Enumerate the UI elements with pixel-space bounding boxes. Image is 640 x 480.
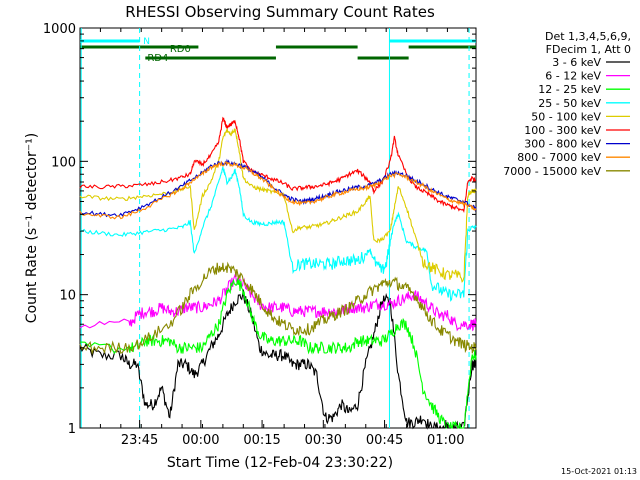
series-lines <box>79 116 477 430</box>
plot-frame <box>79 27 477 429</box>
series-line-8 <box>79 160 477 220</box>
chart-title: RHESSI Observing Summary Count Rates <box>125 3 435 21</box>
n-bar-label: N <box>143 37 150 47</box>
rd4-bar-label: RD4 <box>147 53 168 64</box>
y-axis-ticks: 1 10 100 1000 <box>43 22 476 437</box>
y-axis-label: Count Rate (s⁻¹ detector⁻¹) <box>24 133 40 323</box>
x-axis-ticks: 23:45 00:00 00:15 00:30 00:45 01:00 <box>79 28 469 448</box>
y-tick-label: 1 <box>68 422 76 437</box>
legend-label-8: 800 - 7000 keV <box>517 151 601 164</box>
rd0-bar-label: RD0 <box>170 44 191 55</box>
x-tick-label: 01:00 <box>427 433 464 448</box>
x-tick-label: 00:30 <box>305 433 342 448</box>
series-line-1 <box>79 289 477 430</box>
series-line-9 <box>79 261 477 356</box>
y-tick-label: 100 <box>51 155 76 170</box>
y-tick-label: 1000 <box>43 22 76 37</box>
series-line-4 <box>79 165 477 302</box>
legend-label-6: 100 - 300 keV <box>524 124 601 137</box>
series-line-5 <box>79 127 477 283</box>
y-tick-label: 10 <box>59 289 76 304</box>
legend-label-1: 3 - 6 keV <box>552 56 601 69</box>
series-line-6 <box>79 116 477 213</box>
footer-date: 15-Oct-2021 01:13 <box>561 467 637 476</box>
x-axis-label: Start Time (12-Feb-04 23:30:22) <box>167 455 393 471</box>
x-tick-label: 00:45 <box>366 433 403 448</box>
legend-label-5: 50 - 100 keV <box>531 110 601 123</box>
cyan-vertical-markers <box>80 28 470 428</box>
legend-label-2: 6 - 12 keV <box>545 70 601 83</box>
x-tick-label: 23:45 <box>121 433 158 448</box>
legend-header-line-1: Det 1,3,4,5,6,9, <box>545 30 631 43</box>
legend-label-9: 7000 - 15000 keV <box>503 165 601 178</box>
legend-label-7: 300 - 800 keV <box>524 138 601 151</box>
legend-label-3: 12 - 25 keV <box>538 83 601 96</box>
series-line-3 <box>79 278 477 429</box>
x-tick-label: 00:15 <box>243 433 280 448</box>
legend-label-4: 25 - 50 keV <box>538 97 601 110</box>
x-tick-label: 00:00 <box>182 433 219 448</box>
legend-header-line-2: FDecim 1, Att 0 <box>546 43 631 56</box>
series-line-2 <box>79 273 477 332</box>
legend: Det 1,3,4,5,6,9, FDecim 1, Att 0 3 - 6 k… <box>503 30 631 178</box>
